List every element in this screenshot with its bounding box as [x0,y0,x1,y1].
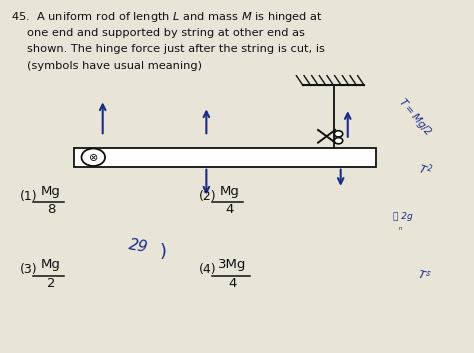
Text: shown. The hinge force just after the string is cut, is: shown. The hinge force just after the st… [27,44,325,54]
Text: 4: 4 [228,277,237,290]
Text: 29: 29 [127,238,149,256]
Text: 8: 8 [46,203,55,216]
Text: (4): (4) [199,263,217,276]
Text: (symbols have usual meaning): (symbols have usual meaning) [27,61,202,71]
Text: ): ) [159,243,166,261]
Text: $T^s$: $T^s$ [416,266,433,283]
Text: Mg: Mg [41,258,61,271]
Text: 2: 2 [46,277,55,290]
Circle shape [334,131,343,137]
Text: (2): (2) [199,190,217,203]
Text: 4: 4 [226,203,234,216]
Text: $T = Mg/2$: $T = Mg/2$ [395,95,435,139]
Circle shape [82,149,105,166]
Text: 45.  A uniform rod of length $L$ and mass $M$ is hinged at: 45. A uniform rod of length $L$ and mass… [11,10,323,24]
Text: Mg: Mg [220,185,240,198]
Text: $\otimes$: $\otimes$ [88,152,99,163]
Text: (1): (1) [20,190,38,203]
Bar [74,148,376,167]
Text: one end and supported by string at other end as: one end and supported by string at other… [27,28,305,38]
Text: Mg: Mg [41,185,61,198]
Text: औ 2g
  ₙ: औ 2g ₙ [392,212,412,232]
Circle shape [334,138,343,144]
Text: $T^2$: $T^2$ [416,159,435,180]
Text: 3Mg: 3Mg [218,258,246,271]
Text: (3): (3) [20,263,38,276]
